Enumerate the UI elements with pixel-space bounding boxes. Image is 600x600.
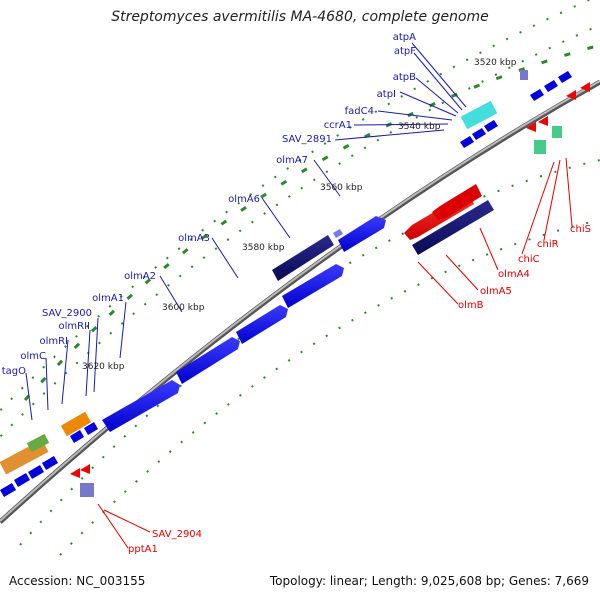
forward-strand-features xyxy=(0,70,572,497)
gene-labels-reverse: chiS chiR chiC olmA4 olmA5 olmB SAV_2904… xyxy=(128,224,591,555)
gene-label-pptA1: pptA1 xyxy=(128,544,158,555)
leader-lines-forward xyxy=(25,42,467,421)
scale-tick-label: 3540 kbp xyxy=(398,122,441,132)
gene-block-atp xyxy=(460,100,498,130)
gene-label-atpI: atpI xyxy=(377,89,396,100)
gene-label-olmRI: olmRI xyxy=(39,336,68,347)
gene-label-ccrA1: ccrA1 xyxy=(324,120,352,131)
gene-label-fadC4: fadC4 xyxy=(345,106,374,117)
gene-arrow-olmA7 xyxy=(338,216,386,252)
gene-block-chiC xyxy=(534,140,546,154)
gene-label-olmB: olmB xyxy=(458,300,484,311)
scale-tick-label: 3620 kbp xyxy=(82,362,125,372)
gene-label-atpF: atpF xyxy=(394,46,416,57)
scale-tick-labels: 3520 kbp 3540 kbp 3560 kbp 3580 kbp 3600… xyxy=(82,58,517,372)
gene-label-SAV_2891: SAV_2891 xyxy=(282,134,332,145)
accession-text: Accession: NC_003155 xyxy=(9,574,146,588)
small-gene-cluster-atp xyxy=(460,71,572,148)
gene-label-tagO: tagO xyxy=(2,366,26,377)
guide-ring-outer-2 xyxy=(0,0,592,413)
gene-block-olmC xyxy=(60,411,92,437)
gene-label-olmA1: olmA1 xyxy=(92,293,124,304)
small-gene-cluster-chi xyxy=(526,82,590,132)
gene-arrow-olmA6 xyxy=(282,264,344,308)
gene-label-chiS: chiS xyxy=(570,224,591,235)
scale-tick-ring xyxy=(23,43,600,402)
scale-tick-label: 3560 kbp xyxy=(320,183,363,193)
gene-label-olmA7: olmA7 xyxy=(276,155,308,166)
gene-label-chiC: chiC xyxy=(518,254,540,265)
map-title: Streptomyces avermitilis MA-4680, comple… xyxy=(111,9,489,25)
gene-label-olmA5: olmA5 xyxy=(480,286,512,297)
gene-label-atpB: atpB xyxy=(393,72,416,83)
reverse-strand-features xyxy=(70,82,590,497)
gene-label-olmA6: olmA6 xyxy=(228,194,260,205)
gene-arrow-olmA2 xyxy=(176,337,240,384)
gene-label-atpA: atpA xyxy=(393,32,416,43)
scale-tick-label: 3600 kbp xyxy=(162,303,205,313)
guide-rings xyxy=(0,0,600,556)
gene-label-olmA4: olmA4 xyxy=(498,269,530,280)
guide-ring-outer-1 xyxy=(0,24,600,439)
gene-arrow-olmA5 xyxy=(432,184,482,220)
gene-label-olmA2: olmA2 xyxy=(124,271,156,282)
gene-block-misc-atp xyxy=(520,70,528,80)
genome-summary-text: Topology: linear; Length: 9,025,608 bp; … xyxy=(269,574,589,588)
gene-arrow-olmA3 xyxy=(236,305,288,344)
gene-block-pptA1 xyxy=(80,483,94,497)
small-gene-cluster-left xyxy=(0,422,98,497)
gene-label-olmC: olmC xyxy=(20,351,46,362)
gene-block-chiR xyxy=(552,126,562,138)
gene-block-olmA7-outer xyxy=(333,229,343,238)
gene-block-olmA6-outer xyxy=(272,235,334,281)
small-gene-cluster-pptA1 xyxy=(70,464,90,478)
gene-block-misc-left xyxy=(26,433,50,453)
gene-labels-forward: atpA atpF atpB atpI fadC4 ccrA1 SAV_2891… xyxy=(2,32,417,377)
gene-arrow-olmA1 xyxy=(102,380,180,432)
guide-ring-inner-1 xyxy=(19,159,600,546)
genome-backbone xyxy=(0,79,600,524)
leader-lines-reverse xyxy=(97,157,573,549)
gene-label-chiR: chiR xyxy=(537,239,559,250)
gene-label-SAV_2904: SAV_2904 xyxy=(152,529,202,540)
scale-tick-label: 3580 kbp xyxy=(242,243,285,253)
gene-label-SAV_2900: SAV_2900 xyxy=(42,308,92,319)
gene-arrow-olmB xyxy=(412,200,494,255)
gene-label-olmA3: olmA3 xyxy=(178,233,210,244)
gene-label-olmRII: olmRII xyxy=(59,321,90,332)
guide-ring-inner-2 xyxy=(59,219,600,556)
scale-tick-label: 3520 kbp xyxy=(474,58,517,68)
